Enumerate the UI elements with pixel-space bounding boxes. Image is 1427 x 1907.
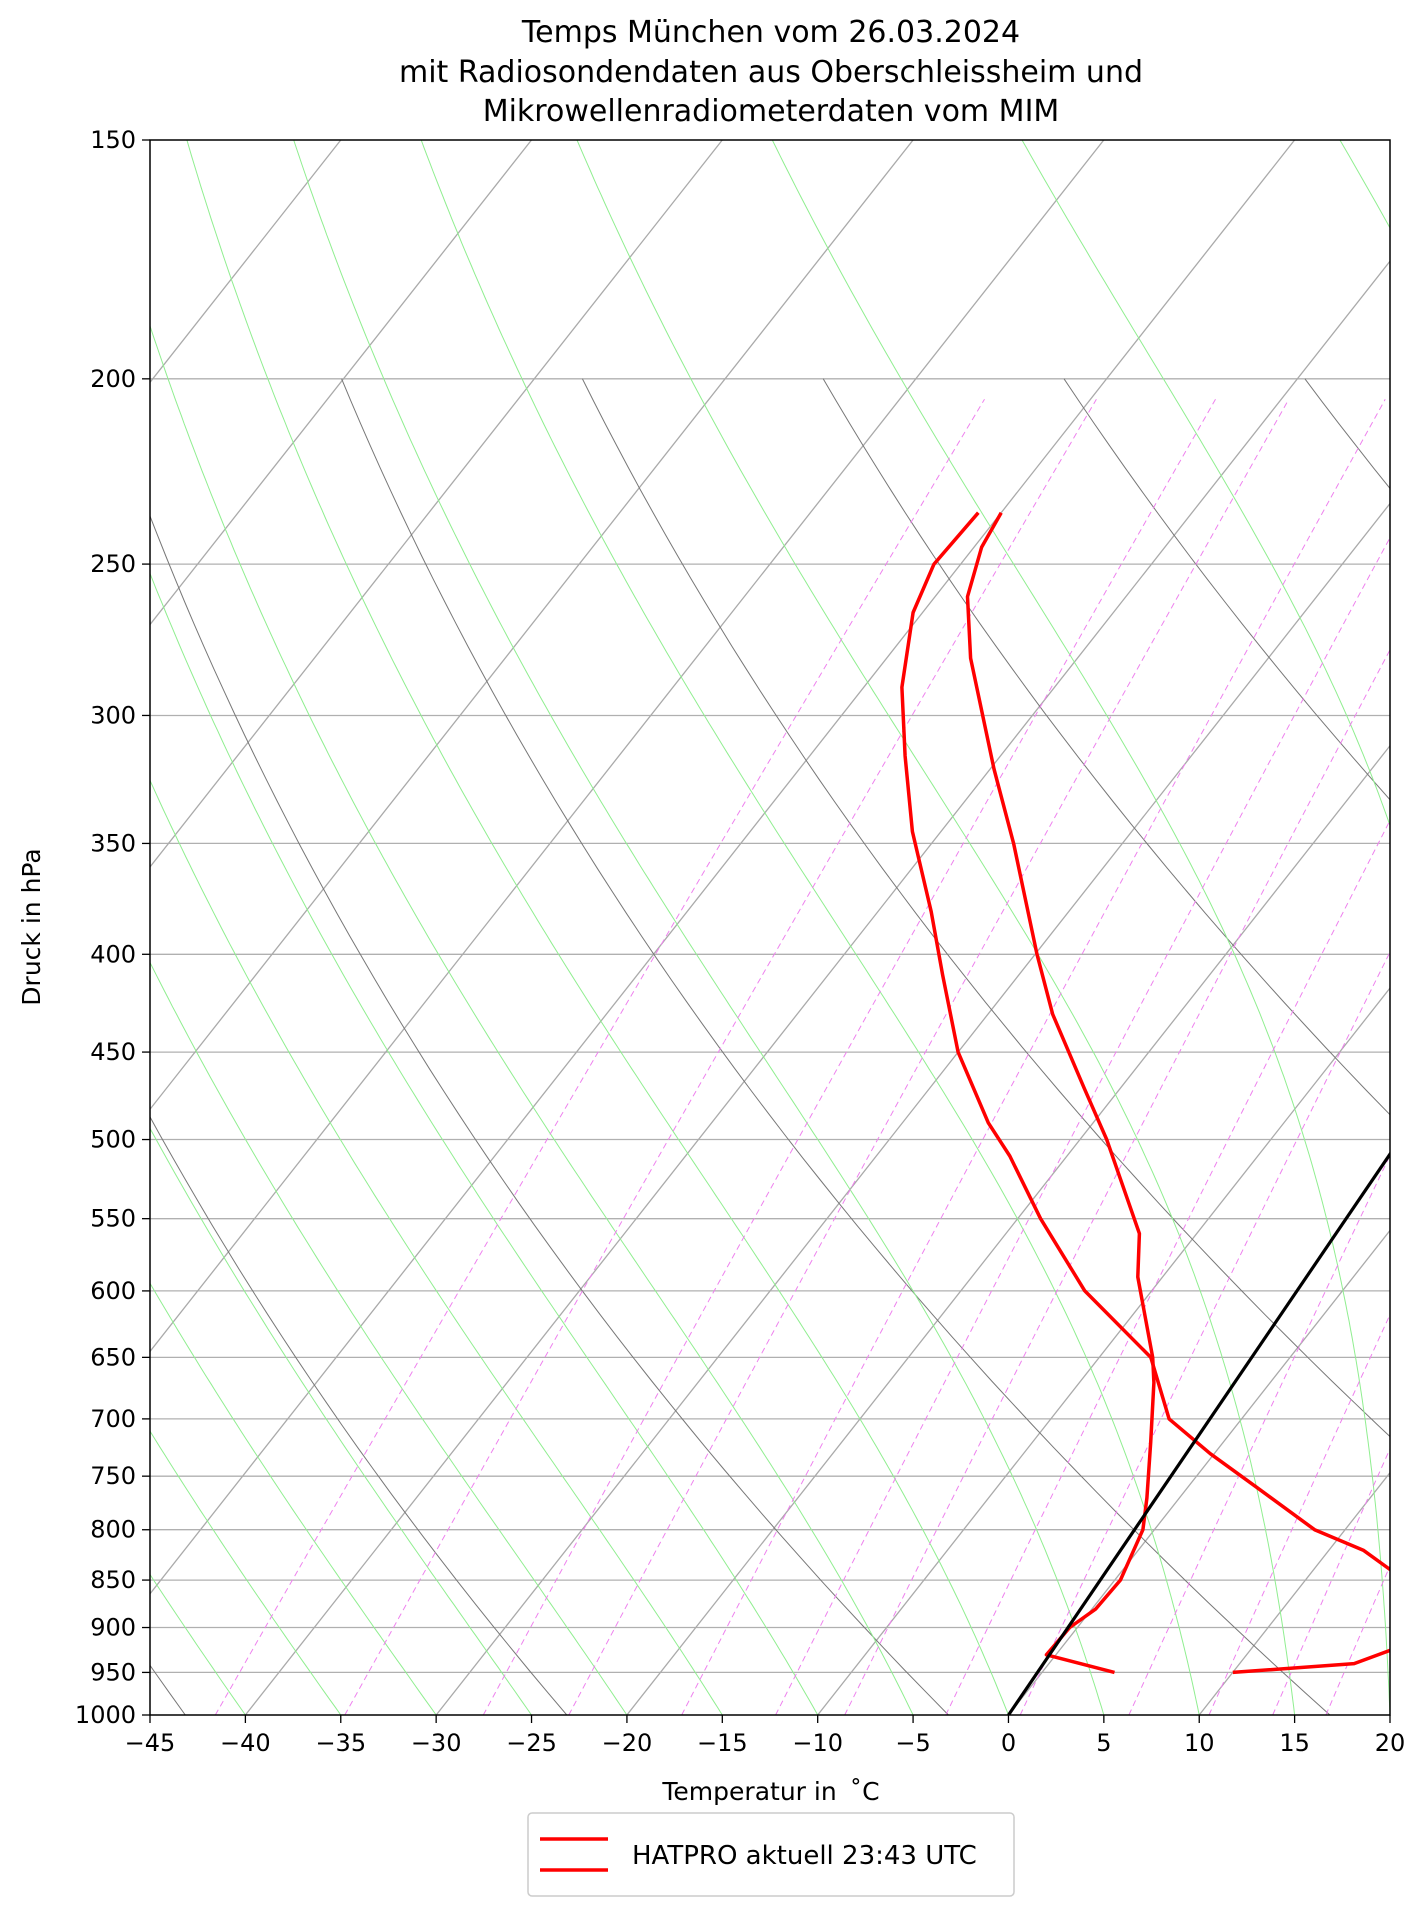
legend-entry-label: HATPRO aktuell 23:43 UTC — [632, 1841, 977, 1871]
x-tick-label: −20 — [602, 1729, 653, 1757]
y-tick-label: 350 — [90, 829, 136, 857]
legend: HATPRO aktuell 23:43 UTC — [527, 1812, 1015, 1897]
isotherm-line — [244, 260, 1390, 1715]
moist-adiabat-line — [293, 140, 1105, 1715]
moist-adiabat-line — [186, 140, 1009, 1715]
mixing-ratio-line — [1128, 1154, 1390, 1715]
isotherm-line — [150, 140, 342, 384]
mixing-ratio-line — [681, 399, 1386, 1715]
chart-title-line-3: Mikrowellenradiometerdaten vom MIM — [483, 94, 1060, 129]
dry-adiabat-line — [822, 378, 1390, 1116]
moist-adiabat-line — [150, 961, 628, 1715]
mixing-ratio-line — [945, 819, 1390, 1715]
moist-adiabat-line — [420, 140, 1200, 1715]
isotherm-line — [1389, 1713, 1390, 1715]
profile-series — [900, 511, 1390, 1715]
isotherm-line — [1198, 1471, 1390, 1715]
mixing-ratio-line — [482, 399, 1216, 1715]
isotherm-line — [150, 140, 723, 868]
x-tick-label: 15 — [1279, 1729, 1310, 1757]
y-tick-label: 950 — [90, 1658, 136, 1686]
y-axis-ticks: 150 200 250 300 350 400 450 500 550 600 650 700 750 8… — [75, 126, 150, 1729]
y-axis-label: Druck in hPa — [17, 848, 46, 1005]
dry-adiabat-line — [150, 514, 949, 1715]
y-tick-label: 700 — [90, 1405, 136, 1433]
pressure-grid-lines — [150, 378, 1390, 1674]
moist-adiabat-line — [150, 1282, 437, 1715]
isotherm-line — [150, 140, 914, 1111]
mixing-ratio-line — [344, 399, 1097, 1715]
x-tick-label: −45 — [125, 1729, 176, 1757]
mixing-ratio-line — [1412, 399, 1427, 1715]
y-tick-label: 500 — [90, 1126, 136, 1154]
x-tick-label: −30 — [411, 1729, 462, 1757]
mixing-ratio-line — [568, 399, 1290, 1715]
moist-adiabat-line — [150, 1127, 532, 1715]
mixing-ratio-line — [844, 648, 1390, 1715]
y-tick-label: 300 — [90, 701, 136, 729]
isotherm-line — [150, 140, 1105, 1353]
y-tick-label: 450 — [90, 1038, 136, 1066]
y-tick-label: 900 — [90, 1614, 136, 1642]
x-tick-label: 5 — [1096, 1729, 1111, 1757]
dry-adiabat-line — [341, 378, 1331, 1715]
x-tick-label: −10 — [792, 1729, 843, 1757]
y-tick-label: 400 — [90, 940, 136, 968]
y-tick-label: 800 — [90, 1516, 136, 1544]
mixing-ratio-line — [1208, 1313, 1390, 1715]
x-tick-label: −15 — [697, 1729, 748, 1757]
y-tick-label: 200 — [90, 365, 136, 393]
mixing-ratio-line — [775, 536, 1390, 1715]
dry-adiabat-line — [1063, 378, 1390, 801]
isotherm-line — [626, 744, 1390, 1715]
moist-adiabat-line — [150, 779, 723, 1715]
x-tick-label: −25 — [506, 1729, 557, 1757]
y-tick-label: 650 — [90, 1343, 136, 1371]
isotherm-line — [817, 987, 1390, 1715]
plot-frame — [149, 139, 1391, 1716]
temperature-profile-series-2 — [900, 511, 1390, 1675]
chart-title-line-2: mit Radiosondendaten aus Oberschleisshei… — [399, 55, 1143, 90]
dry-adiabat-line — [1304, 378, 1390, 490]
legend-box — [527, 1812, 1015, 1897]
y-tick-label: 850 — [90, 1566, 136, 1594]
y-tick-label: 250 — [90, 550, 136, 578]
x-tick-label: 0 — [1001, 1729, 1016, 1757]
y-tick-label: 600 — [90, 1277, 136, 1305]
x-axis-label: Temperatur in ˚C — [661, 1777, 879, 1806]
isotherm-line — [150, 140, 1296, 1595]
dry-adiabat-line — [581, 378, 1390, 1438]
moist-adiabat-line — [1021, 140, 1390, 827]
mixing-ratio-line — [214, 399, 985, 1715]
isotherm-line — [150, 140, 533, 626]
moist-adiabat-line — [150, 1430, 342, 1715]
x-tick-label: −40 — [220, 1729, 271, 1757]
y-tick-label: 550 — [90, 1205, 136, 1233]
x-tick-label: 10 — [1184, 1729, 1215, 1757]
y-tick-label: 150 — [90, 126, 136, 154]
temperature-profile-series-1 — [965, 511, 1156, 1675]
y-tick-label: 750 — [90, 1462, 136, 1490]
isotherm-line — [1007, 1229, 1390, 1715]
x-tick-label: −5 — [895, 1729, 930, 1757]
y-tick-label: 1000 — [75, 1701, 136, 1729]
thermodynamic-background-lines — [150, 140, 1427, 1715]
x-tick-label: 20 — [1375, 1729, 1406, 1757]
dry-adiabat-line — [150, 1115, 568, 1715]
x-axis-ticks: −45 −40 −35 −30 −25 −20 −15 −10 −5 0 5 10 15 20 — [125, 1715, 1406, 1757]
mixing-ratio-line — [1019, 951, 1390, 1715]
moist-adiabat-line — [150, 572, 819, 1715]
moist-adiabat-line — [1339, 140, 1390, 229]
isotherm-line — [435, 502, 1390, 1715]
x-tick-label: −35 — [315, 1729, 366, 1757]
chart-title-line-1: Temps München vom 26.03.2024 — [521, 15, 1020, 50]
moist-adiabat-line — [576, 140, 1296, 1715]
reference-line — [1007, 1151, 1390, 1715]
moist-adiabat-line — [771, 140, 1390, 1715]
moist-adiabat-line — [150, 324, 914, 1715]
